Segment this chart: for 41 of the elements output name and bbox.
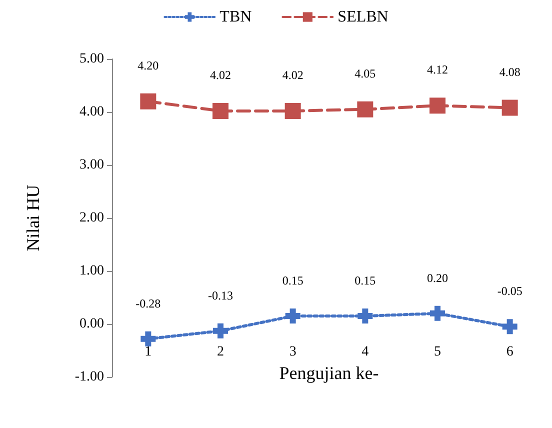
x-tick-label: 5 [434,344,441,360]
y-tick-label: 0.00 [80,316,104,332]
point [502,100,518,116]
x-axis-title: Pengujian ke- [279,362,379,383]
data-label: -0.13 [208,288,233,302]
point [357,101,374,118]
y-axis-title: Nilai HU [23,184,43,252]
point [212,102,228,119]
x-tick-label: 6 [506,344,514,360]
point [285,308,300,324]
point [358,308,373,324]
data-label: 0.15 [354,274,376,288]
data-label: 4.05 [354,66,376,80]
data-label: -0.28 [136,296,161,310]
y-tick-label: -1.00 [74,370,104,384]
legend-label: TBN [220,8,252,26]
y-tick-label: 5.00 [80,52,104,66]
y-tick-label: 1.00 [80,264,104,278]
legend-label: SELBN [338,8,389,26]
x-tick-label: 3 [289,344,296,360]
point [140,331,156,346]
y-tick-label: 3.00 [80,158,104,172]
data-label: 4.12 [427,62,448,77]
point [284,102,301,119]
point [213,323,228,338]
x-tick-label: 2 [217,344,224,360]
data-label: 4.02 [282,68,304,82]
point [140,93,156,110]
y-tick-label: 4.00 [80,104,104,120]
x-tick-label: 4 [362,344,369,360]
point [430,98,446,114]
data-label: 4.08 [499,64,520,79]
point [502,319,518,334]
data-label: 4.20 [138,58,159,72]
point [430,306,445,321]
y-tick-label: 2.00 [80,210,104,226]
data-label: 0.15 [282,274,304,288]
data-label: 4.02 [210,68,231,82]
data-label: -0.05 [497,284,522,298]
data-label: 0.20 [427,270,448,285]
x-tick-label: 1 [144,344,152,360]
